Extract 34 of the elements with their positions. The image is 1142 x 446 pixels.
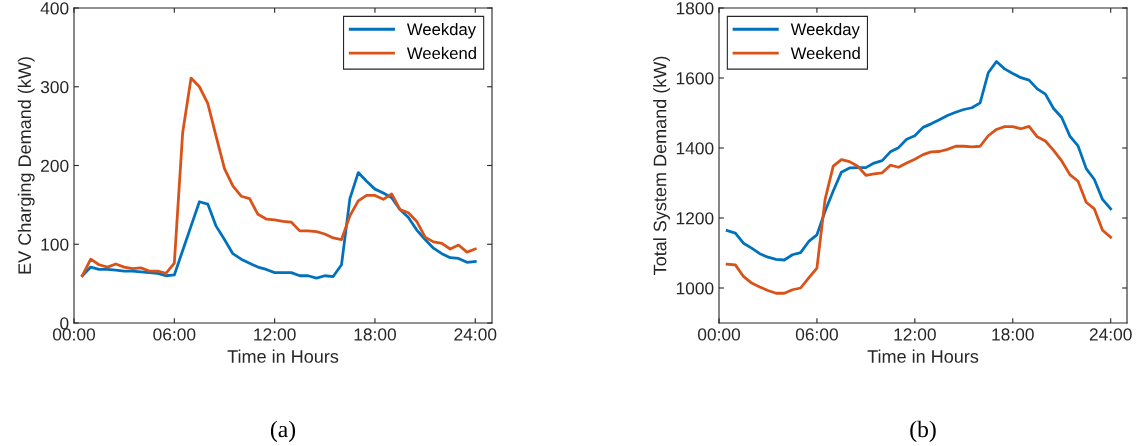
x-tick-label: 06:00 bbox=[153, 328, 196, 341]
x-tick-label: 18:00 bbox=[992, 328, 1034, 341]
legend-label: Weekend bbox=[790, 46, 860, 60]
legend-label: Weekend bbox=[406, 46, 476, 60]
text: (b) bbox=[910, 420, 936, 443]
y-tick-label: 400 bbox=[40, 2, 69, 15]
legend-label: Weekday bbox=[406, 23, 477, 39]
x-tick-label: 18:00 bbox=[354, 328, 397, 341]
x-tick-label: 00:00 bbox=[697, 328, 741, 341]
x-tick-label: 24:00 bbox=[454, 328, 497, 341]
y-tick-label: 1600 bbox=[676, 72, 714, 85]
y-tick-label: 200 bbox=[41, 159, 69, 172]
x-axis-title: Time in Hours bbox=[227, 349, 339, 363]
line-series bbox=[725, 124, 1113, 295]
x-tick-label: 12:00 bbox=[894, 328, 936, 341]
x-tick-label: 24:00 bbox=[1089, 328, 1132, 341]
legend-label: Weekday bbox=[790, 23, 860, 39]
x-tick-label: 00:00 bbox=[52, 328, 96, 341]
x-tick-label: 12:00 bbox=[254, 328, 296, 341]
y-tick-label: 1000 bbox=[676, 282, 714, 295]
y-tick-label: 1200 bbox=[676, 212, 714, 225]
text: (a) bbox=[270, 420, 296, 443]
line-series bbox=[80, 171, 477, 280]
y-axis-title: EV Charging Demand (kW) bbox=[17, 57, 35, 274]
y-tick-label: 100 bbox=[41, 238, 69, 251]
y-tick-label: 0 bbox=[60, 317, 69, 330]
y-tick-label: 1400 bbox=[676, 142, 714, 155]
x-tick-label: 06:00 bbox=[795, 328, 838, 341]
y-tick-label: 1800 bbox=[676, 2, 714, 15]
y-tick-label: 300 bbox=[40, 80, 69, 94]
y-axis-title: Total System Demand (kW) bbox=[653, 56, 670, 275]
x-axis-title: Time in Hours bbox=[867, 349, 979, 363]
line-series bbox=[725, 60, 1113, 262]
line-series bbox=[80, 76, 477, 278]
